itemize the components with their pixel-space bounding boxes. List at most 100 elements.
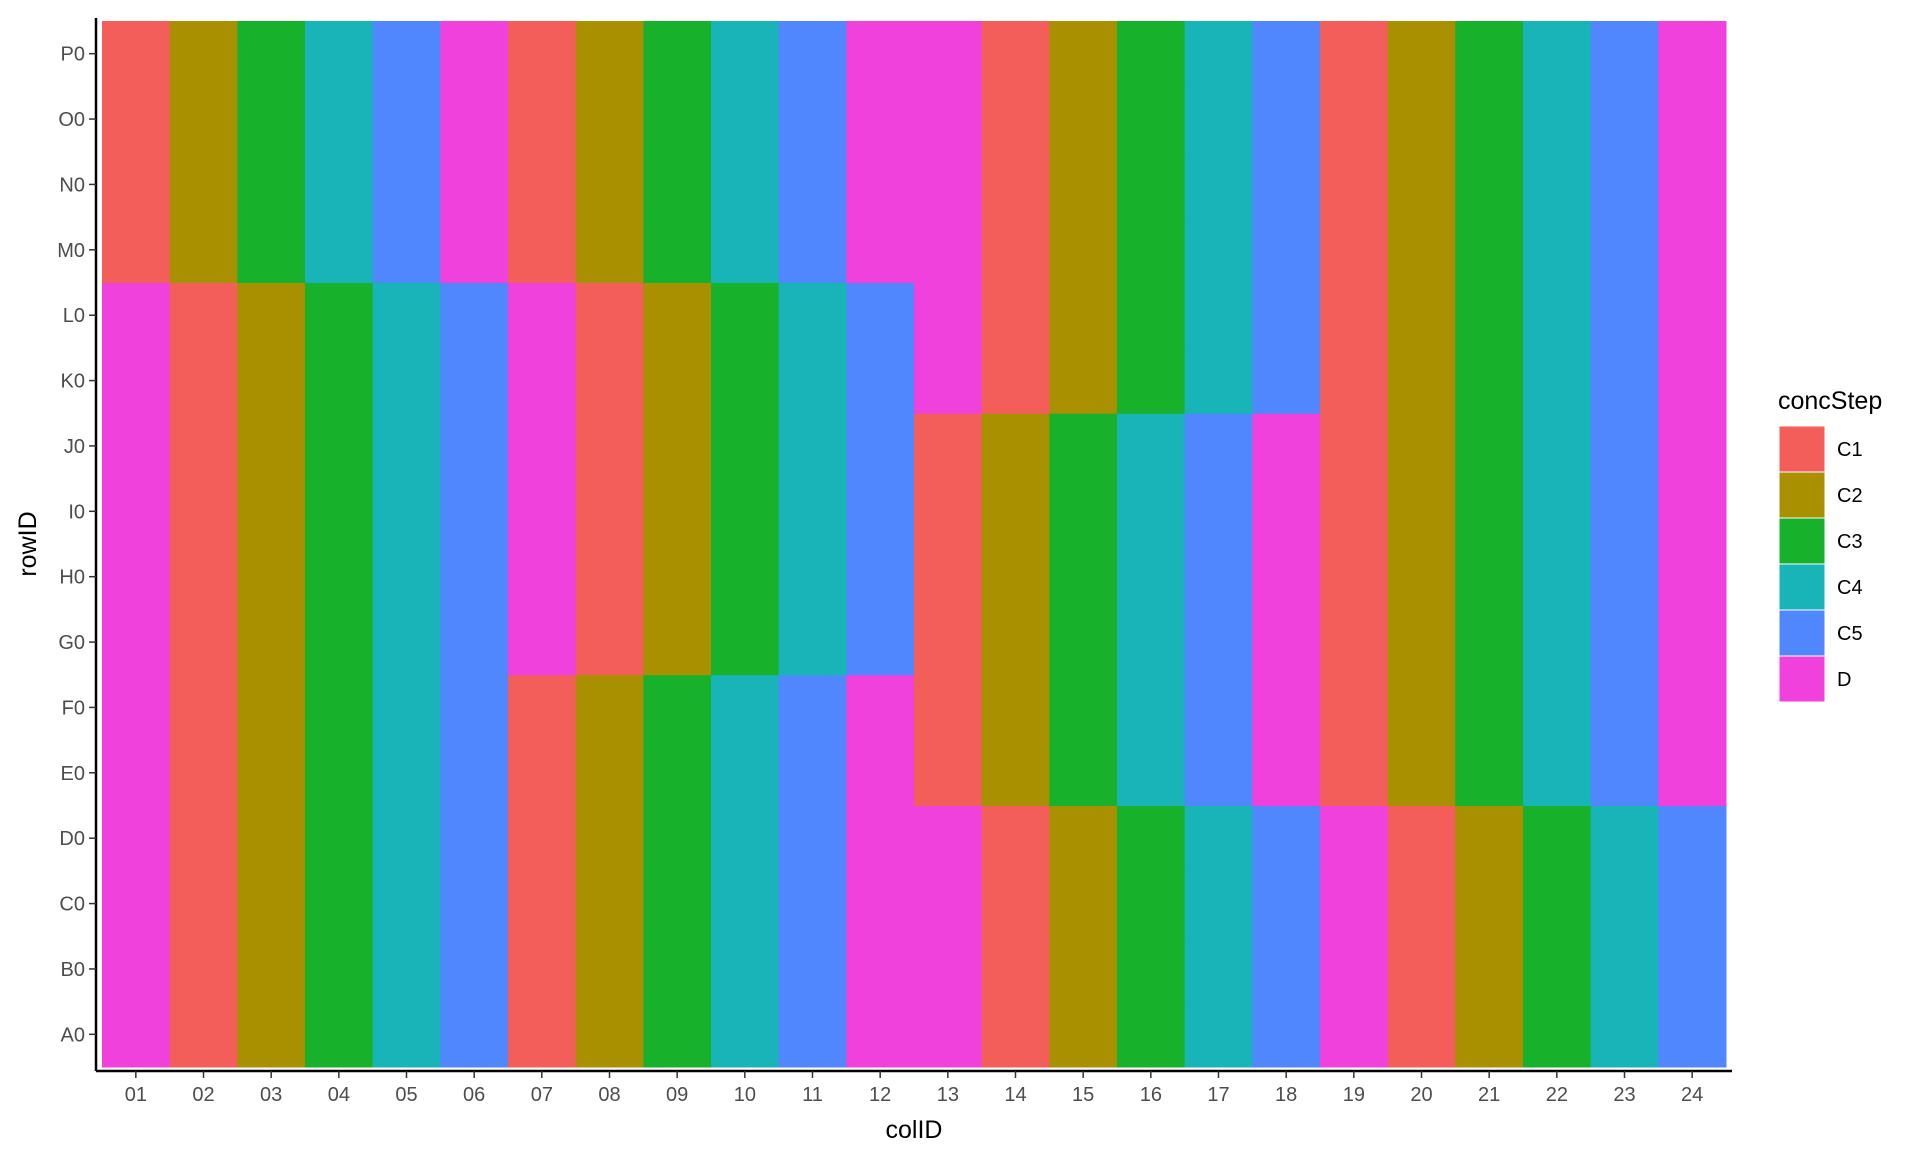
y-tick-label: K0	[61, 371, 85, 393]
tile-N0-19	[1320, 151, 1389, 218]
tile-H0-16	[1117, 544, 1186, 610]
tile-L0-13	[914, 282, 983, 349]
tile-E0-06	[440, 740, 509, 806]
tile-D0-18	[1252, 805, 1321, 872]
tile-K0-10	[711, 347, 780, 414]
tile-B0-17	[1184, 936, 1253, 1003]
x-tick-label: 20	[1410, 1084, 1432, 1106]
tile-I0-13	[914, 478, 983, 545]
tile-D0-10	[711, 805, 780, 872]
tile-N0-18	[1252, 151, 1321, 218]
tile-H0-11	[778, 544, 847, 610]
legend: concStep C1 C2 C3 C4 C5 D	[1778, 387, 1882, 703]
tile-H0-04	[305, 544, 374, 610]
tile-H0-10	[711, 544, 780, 610]
tile-P0-15	[1049, 21, 1118, 87]
tile-A0-09	[643, 1001, 712, 1068]
tile-C0-23	[1590, 870, 1659, 937]
x-tick-label: 09	[666, 1084, 688, 1106]
y-tick-label: E0	[61, 763, 85, 785]
tile-P0-04	[305, 21, 374, 87]
tile-P0-14	[981, 21, 1050, 87]
tile-F0-09	[643, 674, 712, 741]
tile-F0-18	[1252, 674, 1321, 741]
tile-P0-22	[1523, 21, 1592, 87]
tile-E0-07	[508, 740, 577, 806]
tile-G0-24	[1658, 609, 1727, 676]
tile-L0-19	[1320, 282, 1389, 349]
tile-K0-06	[440, 347, 509, 414]
tile-J0-21	[1455, 413, 1524, 480]
tile-B0-15	[1049, 936, 1118, 1003]
tile-I0-02	[169, 478, 238, 545]
tile-L0-05	[372, 282, 441, 349]
tile-E0-01	[102, 740, 171, 806]
tile-A0-17	[1184, 1001, 1253, 1068]
tile-D0-19	[1320, 805, 1389, 872]
tile-O0-03	[237, 86, 306, 153]
tile-I0-01	[102, 478, 171, 545]
tile-B0-22	[1523, 936, 1592, 1003]
tile-E0-15	[1049, 740, 1118, 806]
tile-H0-15	[1049, 544, 1118, 610]
y-tick-label: J0	[64, 436, 85, 458]
tile-G0-16	[1117, 609, 1186, 676]
tile-O0-12	[846, 86, 915, 153]
tile-M0-13	[914, 217, 983, 283]
tile-C0-13	[914, 870, 983, 937]
tile-L0-18	[1252, 282, 1321, 349]
tile-M0-17	[1184, 217, 1253, 283]
tile-O0-18	[1252, 86, 1321, 153]
tile-L0-16	[1117, 282, 1186, 349]
tile-F0-22	[1523, 674, 1592, 741]
tile-A0-01	[102, 1001, 171, 1068]
tile-M0-19	[1320, 217, 1389, 283]
x-axis-title: colID	[886, 1116, 943, 1144]
tile-K0-13	[914, 347, 983, 414]
tile-E0-12	[846, 740, 915, 806]
tile-A0-05	[372, 1001, 441, 1068]
tile-I0-09	[643, 478, 712, 545]
tile-J0-16	[1117, 413, 1186, 480]
tile-F0-08	[575, 674, 644, 741]
tile-I0-18	[1252, 478, 1321, 545]
tile-C0-01	[102, 870, 171, 937]
tile-K0-18	[1252, 347, 1321, 414]
tile-B0-20	[1387, 936, 1456, 1003]
tile-J0-11	[778, 413, 847, 480]
tile-N0-20	[1387, 151, 1456, 218]
tile-E0-09	[643, 740, 712, 806]
tile-A0-06	[440, 1001, 509, 1068]
tile-C0-11	[778, 870, 847, 937]
tile-F0-15	[1049, 674, 1118, 741]
tile-K0-17	[1184, 347, 1253, 414]
x-tick-label: 01	[125, 1084, 147, 1106]
tile-E0-14	[981, 740, 1050, 806]
tile-C0-03	[237, 870, 306, 937]
tile-P0-03	[237, 21, 306, 87]
tile-G0-07	[508, 609, 577, 676]
tile-N0-08	[575, 151, 644, 218]
tile-D0-01	[102, 805, 171, 872]
tile-N0-09	[643, 151, 712, 218]
tile-K0-15	[1049, 347, 1118, 414]
tile-L0-07	[508, 282, 577, 349]
tile-J0-02	[169, 413, 238, 480]
tile-E0-24	[1658, 740, 1727, 806]
tile-G0-12	[846, 609, 915, 676]
tile-N0-17	[1184, 151, 1253, 218]
tile-A0-12	[846, 1001, 915, 1068]
tile-K0-08	[575, 347, 644, 414]
tile-C0-09	[643, 870, 712, 937]
tile-G0-18	[1252, 609, 1321, 676]
tile-E0-21	[1455, 740, 1524, 806]
tile-J0-12	[846, 413, 915, 480]
tile-A0-16	[1117, 1001, 1186, 1068]
tile-A0-04	[305, 1001, 374, 1068]
tile-A0-10	[711, 1001, 780, 1068]
tile-G0-03	[237, 609, 306, 676]
tile-D0-20	[1387, 805, 1456, 872]
tile-I0-03	[237, 478, 306, 545]
tile-D0-22	[1523, 805, 1592, 872]
tile-B0-24	[1658, 936, 1727, 1003]
